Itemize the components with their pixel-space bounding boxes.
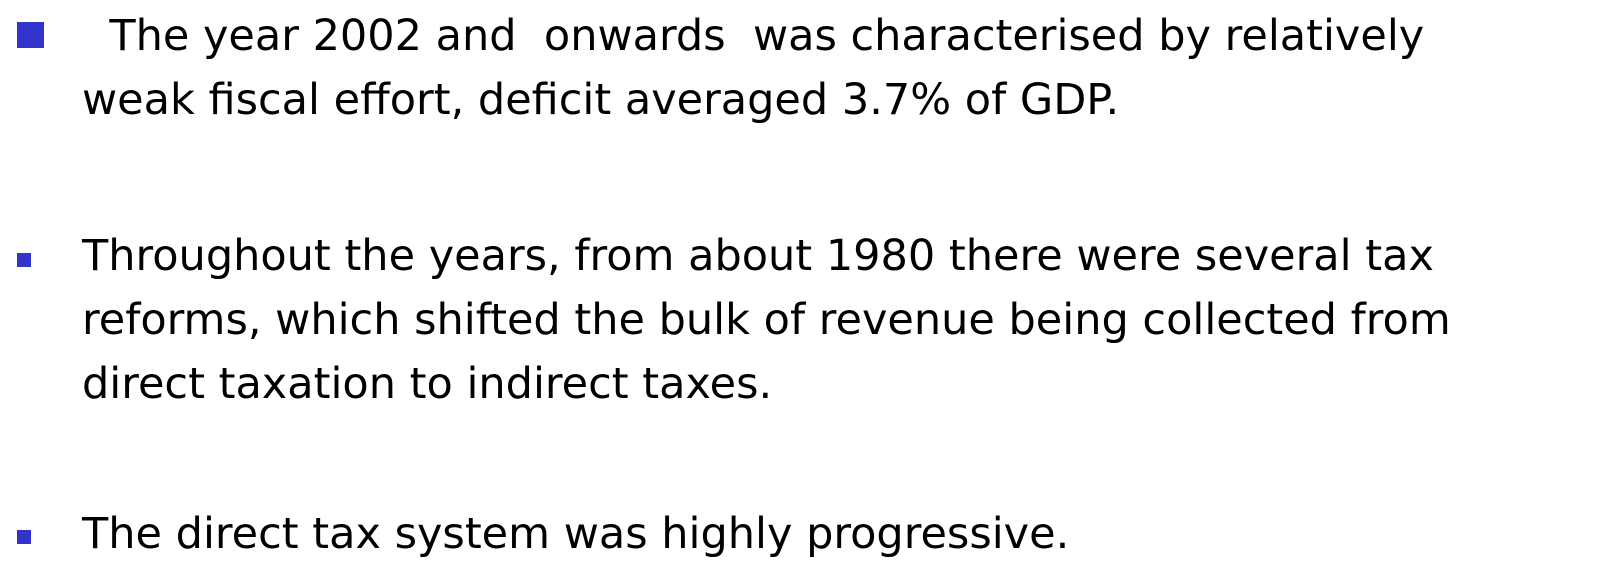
bullet-text-line: reforms, which shifted the bulk of reven… <box>82 295 1451 345</box>
bullet-marker <box>17 22 44 48</box>
bullet-marker <box>17 530 31 544</box>
bullet-text-line: Throughout the years, from about 1980 th… <box>81 231 1434 281</box>
bullet-text-line: The year 2002 and onwards was characteri… <box>82 11 1424 61</box>
bullet-text-line: direct taxation to indirect taxes. <box>82 359 772 409</box>
bullet-text-line: The direct tax system was highly progres… <box>81 509 1069 559</box>
bullet-text-line: weak fiscal effort, deficit averaged 3.7… <box>82 75 1119 125</box>
bullet-marker <box>17 253 31 267</box>
